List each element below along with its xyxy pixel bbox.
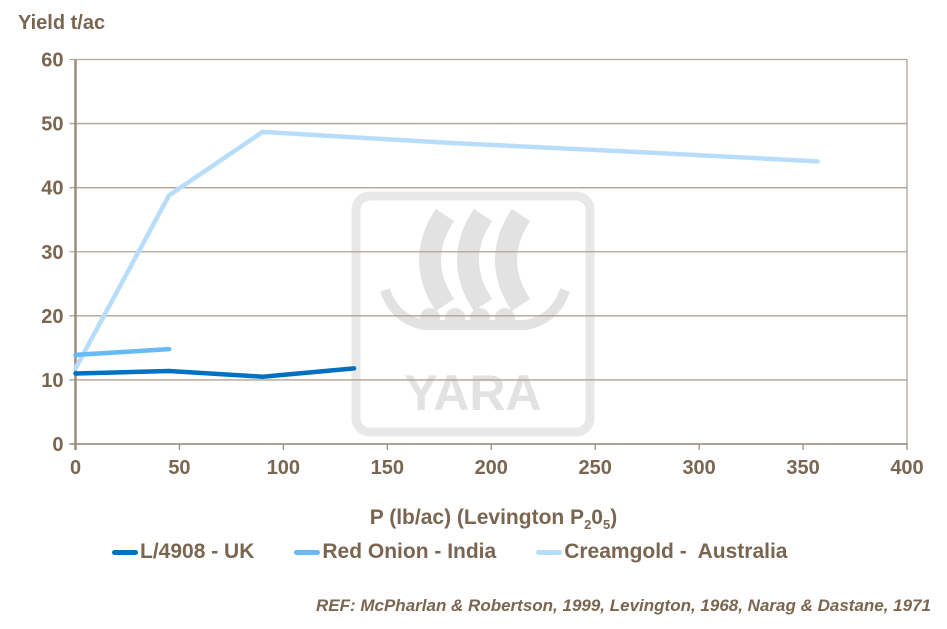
x-tick-label: 50: [168, 457, 190, 479]
y-tick-label: 40: [41, 178, 63, 200]
x-tick-label: 250: [579, 457, 612, 479]
y-tick-label: 50: [41, 114, 63, 136]
x-tick-label: 350: [786, 457, 819, 479]
reference-note: REF: McPharlan & Robertson, 1999, Leving…: [315, 596, 931, 615]
y-axis-label: Yield t/ac: [18, 12, 106, 34]
y-tick-label: 10: [41, 370, 63, 392]
series-line-2: [73, 129, 820, 371]
x-tick-label: 100: [267, 457, 300, 479]
legend-swatch: [536, 549, 563, 555]
legend-label: Creamgold - Australia: [564, 540, 788, 563]
series-line-0: [73, 366, 357, 379]
legend-swatch: [294, 549, 321, 555]
series-line-1: [73, 346, 172, 358]
y-tick-label: 0: [52, 434, 63, 456]
legend-swatch: [112, 549, 138, 555]
legend-item-uk: L/4908 - UK: [112, 540, 254, 564]
x-axis-label: P (lb/ac) (Levington P205): [369, 506, 618, 533]
legend-item-australia: Creamgold - Australia: [536, 540, 787, 564]
legend-item-india: Red Onion - India: [294, 540, 496, 564]
y-tick-label: 60: [41, 50, 63, 72]
x-tick-label: 200: [475, 457, 508, 479]
svg-text:YARA: YARA: [404, 365, 541, 421]
legend-label: L/4908 - UK: [140, 540, 255, 563]
y-tick-label: 30: [41, 242, 63, 264]
x-tick-label: 0: [70, 457, 81, 479]
y-tick-label: 20: [41, 306, 63, 328]
legend-label: Red Onion - India: [322, 540, 497, 563]
x-tick-label: 400: [890, 457, 923, 479]
yara-logo-watermark: YARA: [351, 191, 595, 437]
legend: L/4908 - UK Red Onion - India Creamgold …: [112, 540, 827, 564]
x-tick-label: 150: [371, 457, 404, 479]
x-tick-label: 300: [682, 457, 715, 479]
